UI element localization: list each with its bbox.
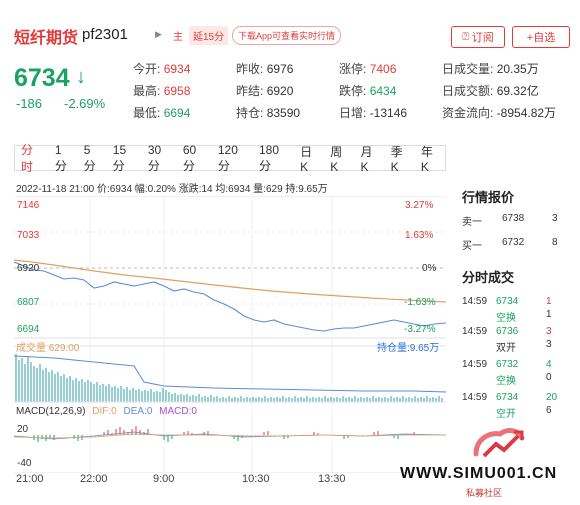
contract-code: pf2301: [82, 26, 128, 43]
average-price-line: [14, 259, 446, 303]
main-contract-tag: 主: [173, 32, 183, 43]
price-tick-top: 7146: [17, 200, 40, 211]
pct-tick-2: 1.63%: [405, 230, 434, 241]
tab-5min[interactable]: 5分: [83, 142, 96, 173]
watermark-logo-icon: [473, 428, 525, 458]
tab-weekly-k[interactable]: 周K: [330, 144, 343, 174]
tab-60min[interactable]: 60分: [182, 142, 197, 173]
watermark-sub: 私募社区: [466, 488, 503, 498]
trade-type: 空开 6: [496, 405, 552, 420]
tab-quarterly-k[interactable]: 季K: [390, 144, 403, 174]
quote-open-interest: 持仓: 83590: [236, 106, 301, 120]
tab-1min[interactable]: 1分: [54, 142, 67, 173]
tab-daily-k[interactable]: 日K: [300, 144, 313, 174]
add-watchlist-button[interactable]: +自选: [512, 26, 570, 48]
cursor-info-line: 2022-11-18 21:00 价:6934 幅:0.20% 涨跌:14 均:…: [16, 184, 328, 195]
down-arrow-icon: ↓: [76, 66, 86, 88]
time-tick-4: 13:30: [318, 473, 346, 485]
pct-tick-4: -1.63%: [404, 297, 436, 308]
price-tick-mid: 6920: [17, 263, 40, 274]
quote-day-amount: 日成交额: 69.32亿: [442, 84, 539, 98]
delay-badge: 延15分: [189, 26, 229, 45]
quote-fund-flow: 资金流向: -8954.82万: [442, 106, 557, 120]
open-interest-label: 持仓量:9.65万: [377, 343, 440, 354]
open-interest-line: [14, 355, 446, 393]
quote-limit-up: 涨停: 7406: [339, 62, 397, 76]
trade-row: 14:59 6736 3: [462, 326, 552, 337]
pct-tick-bottom: -3.27%: [404, 324, 436, 335]
play-icon: ▶: [155, 29, 162, 39]
subscribe-button[interactable]: ⍰ 订阅: [451, 26, 505, 48]
bell-icon: ⍰: [462, 30, 469, 43]
macd-tick-top: 20: [17, 424, 29, 435]
download-app-button[interactable]: 下载App可查看实时行情: [232, 26, 342, 45]
dea-line: [14, 433, 446, 439]
tab-yearly-k[interactable]: 年K: [420, 144, 433, 174]
current-price: 6734: [14, 64, 70, 92]
watermark-site: WWW.SIMU001.CN: [400, 465, 558, 482]
quote-day-volume: 日成交量: 20.35万: [442, 62, 539, 76]
tab-15min[interactable]: 15分: [112, 142, 127, 173]
subscribe-label: 订阅: [471, 32, 494, 44]
price-change: -186: [16, 96, 43, 111]
pct-tick-top: 3.27%: [405, 200, 434, 211]
trades-title: 分时成交: [462, 270, 515, 285]
price-tick-4: 6807: [17, 297, 40, 308]
time-tick-1: 22:00: [80, 473, 108, 485]
period-tabs: 分时 1分 5分 15分 30分 60分 120分 180分 日K 周K 月K …: [14, 142, 446, 174]
quote-prev-settle: 昨结: 6920: [236, 84, 294, 98]
trade-type: 空换 0: [496, 372, 552, 387]
tab-monthly-k[interactable]: 月K: [360, 144, 373, 174]
macd-histogram: [33, 426, 415, 442]
time-tick-3: 10:30: [242, 473, 270, 485]
tab-180min[interactable]: 180分: [258, 142, 279, 173]
volume-bars: [15, 354, 443, 402]
contract-title: 短纤期货: [14, 30, 79, 47]
quote-low: 最低: 6694: [133, 106, 191, 120]
quote-prev-close: 昨收: 6976: [236, 62, 294, 76]
time-tick-0: 21:00: [16, 473, 44, 485]
trade-type: 双开 3: [496, 339, 552, 354]
tab-30min[interactable]: 30分: [147, 142, 162, 173]
pct-tick-mid: 0%: [422, 263, 437, 274]
trade-row: 14:59 6734 1: [462, 296, 552, 307]
tab-120min[interactable]: 120分: [217, 142, 238, 173]
tab-timeshare[interactable]: 分时: [21, 143, 34, 174]
price-line: [14, 261, 446, 332]
quote-limit-down: 跌停: 6434: [339, 84, 397, 98]
trade-row: 14:59 6732 4: [462, 359, 552, 370]
price-tick-2: 7033: [17, 230, 40, 241]
trade-type: 空换 1: [496, 309, 552, 324]
trade-row: 14:59 6734 20: [462, 392, 558, 403]
sell-one-row: 卖一 6738 3: [462, 213, 558, 228]
macd-tick-bottom: -40: [17, 458, 32, 469]
quote-open: 今开: 6934: [133, 62, 191, 76]
macd-label: MACD(12,26,9) DIF:0 DEA:0 MACD:0: [16, 406, 197, 417]
volume-label: 成交量 629.00: [16, 343, 80, 354]
intraday-chart[interactable]: [14, 196, 446, 473]
header-bar: 短纤期货 pf2301 ▶ 主 延15分 下载App可查看实时行情 ⍰ 订阅 +…: [0, 0, 580, 60]
buy-one-row: 买一 6732 8: [462, 237, 558, 252]
price-tick-bottom: 6694: [17, 324, 40, 335]
price-change-percent: -2.69%: [64, 96, 106, 111]
time-tick-2: 9:00: [153, 473, 175, 485]
order-book-title: 行情报价: [462, 190, 515, 205]
quote-daily-increase: 日增: -13146: [339, 106, 408, 120]
quote-high: 最高: 6958: [133, 84, 191, 98]
